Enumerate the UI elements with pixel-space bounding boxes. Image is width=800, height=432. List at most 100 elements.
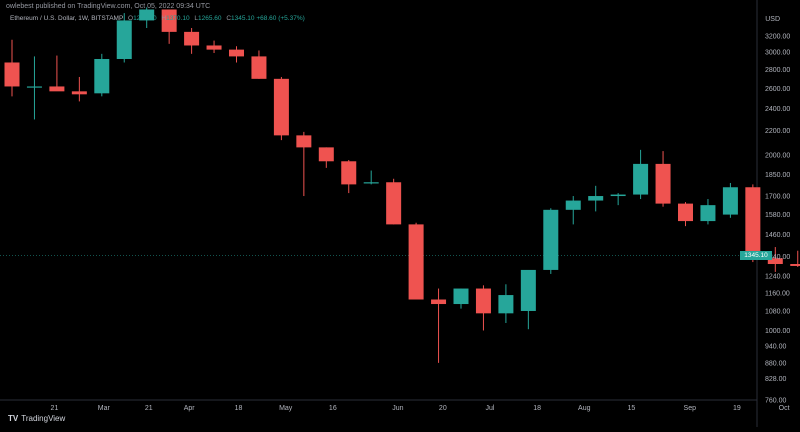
candle bbox=[386, 179, 401, 225]
symbol-legend: Ethereum / U.S. Dollar, 1W, BITSTAMP O12… bbox=[10, 15, 305, 22]
price-tick-label: 940.00 bbox=[765, 344, 787, 351]
candle-body bbox=[72, 91, 87, 94]
candle-body bbox=[386, 182, 401, 224]
price-tick-label: 2000.00 bbox=[765, 152, 790, 159]
time-tick-label: Jul bbox=[486, 405, 495, 412]
candle-body bbox=[700, 205, 715, 221]
candle-body bbox=[656, 164, 671, 204]
candle-body bbox=[633, 164, 648, 195]
price-tick-label: 2200.00 bbox=[765, 128, 790, 135]
candle-body bbox=[49, 86, 64, 91]
candle bbox=[454, 289, 469, 309]
candle bbox=[229, 46, 244, 62]
candle-body bbox=[94, 59, 109, 93]
time-tick-label: Aug bbox=[578, 405, 591, 412]
symbol-name: Ethereum / U.S. Dollar, 1W, BITSTAMP bbox=[10, 15, 123, 22]
candle bbox=[521, 270, 536, 329]
candle-body bbox=[341, 161, 356, 184]
price-tick-label: 1580.00 bbox=[765, 212, 790, 219]
price-tick-label: 2400.00 bbox=[765, 106, 790, 113]
candle-body bbox=[409, 224, 424, 299]
candle-body bbox=[476, 289, 491, 314]
candle bbox=[341, 160, 356, 193]
candle bbox=[94, 54, 109, 96]
ohlc-low-value: 1265.60 bbox=[198, 15, 222, 22]
candle-body bbox=[117, 20, 132, 59]
candle-body bbox=[184, 32, 199, 46]
price-tick-label: 1240.00 bbox=[765, 273, 790, 280]
candle bbox=[723, 183, 738, 218]
price-tick-label: 1080.00 bbox=[765, 308, 790, 315]
candle-body bbox=[611, 195, 626, 196]
grid-layer bbox=[0, 0, 757, 427]
candle-body bbox=[790, 264, 800, 266]
candle bbox=[588, 186, 603, 212]
tradingview-logo[interactable]: TV TradingView bbox=[8, 414, 65, 423]
candle bbox=[790, 251, 800, 267]
candle bbox=[184, 28, 199, 54]
price-tick-label: 828.00 bbox=[765, 376, 787, 383]
time-tick-label: 18 bbox=[235, 405, 243, 412]
published-caption: owlebest published on TradingView.com, O… bbox=[6, 3, 210, 10]
candle-body bbox=[364, 182, 379, 183]
candle bbox=[498, 284, 513, 323]
time-tick-label: 21 bbox=[145, 405, 153, 412]
candle bbox=[251, 50, 266, 78]
time-tick-label: Sep bbox=[684, 405, 697, 412]
candle bbox=[431, 289, 446, 363]
price-tick-label: 3200.00 bbox=[765, 33, 790, 40]
time-tick-label: Mar bbox=[98, 405, 111, 412]
candle bbox=[5, 40, 20, 97]
candle-body bbox=[319, 147, 334, 161]
candle-body bbox=[498, 295, 513, 313]
candle-body bbox=[274, 79, 289, 136]
time-tick-label: 20 bbox=[439, 405, 447, 412]
ohlc-close-value: 1345.10 bbox=[231, 15, 255, 22]
candle-body bbox=[543, 210, 558, 270]
time-tick-label: 21 bbox=[51, 405, 59, 412]
candle bbox=[611, 193, 626, 205]
time-tick-label: 15 bbox=[628, 405, 636, 412]
candle-layer bbox=[5, 7, 800, 362]
candle bbox=[543, 208, 558, 274]
candle-body bbox=[566, 201, 581, 210]
time-tick-label: Oct bbox=[779, 405, 790, 412]
candle bbox=[476, 285, 491, 330]
candle-body bbox=[207, 45, 222, 49]
candle-body bbox=[521, 270, 536, 311]
time-tick-label: 16 bbox=[329, 405, 337, 412]
ohlc-high-value: 1370.10 bbox=[166, 15, 190, 22]
candle bbox=[72, 77, 87, 101]
price-tick-label: 3000.00 bbox=[765, 50, 790, 57]
candle bbox=[49, 56, 64, 92]
time-tick-label: Apr bbox=[184, 405, 196, 412]
candle-body bbox=[27, 86, 42, 87]
candle bbox=[207, 41, 222, 53]
candle-body bbox=[723, 187, 738, 214]
candle-body bbox=[296, 135, 311, 147]
candle-body bbox=[229, 50, 244, 57]
candle bbox=[296, 132, 311, 196]
currency-label: USD bbox=[765, 16, 780, 23]
candle bbox=[678, 202, 693, 226]
tradingview-icon: TV bbox=[8, 414, 18, 423]
candle bbox=[633, 150, 648, 199]
tradingview-wordmark: TradingView bbox=[21, 414, 65, 423]
price-tick-label: 1850.00 bbox=[765, 172, 790, 179]
candle-body bbox=[454, 289, 469, 304]
candle bbox=[656, 151, 671, 207]
last-price-badge: 1345.10 bbox=[740, 251, 772, 260]
candle bbox=[409, 223, 424, 300]
candle bbox=[319, 147, 334, 167]
price-axis: 3200.003000.002800.002600.002400.002200.… bbox=[765, 33, 790, 404]
ohlc-change: +68.60 (+5.37%) bbox=[256, 15, 304, 22]
time-tick-label: May bbox=[279, 405, 293, 412]
candle bbox=[27, 56, 42, 119]
candle bbox=[566, 196, 581, 224]
candle bbox=[700, 199, 715, 224]
candle-body bbox=[431, 300, 446, 305]
candle-body bbox=[745, 187, 760, 258]
price-tick-label: 2800.00 bbox=[765, 67, 790, 74]
